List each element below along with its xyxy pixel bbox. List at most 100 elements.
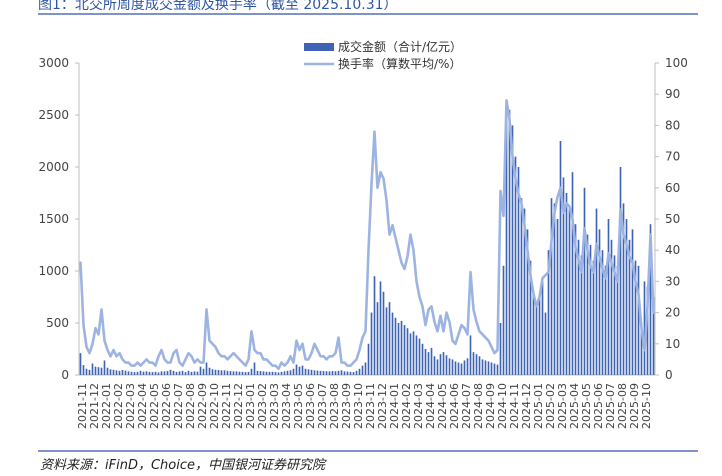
bar-amount — [634, 260, 637, 375]
bar-amount — [160, 371, 163, 375]
bar-amount — [193, 371, 196, 375]
bar-amount — [115, 370, 118, 375]
bar-amount — [331, 371, 334, 375]
bar-amount — [328, 371, 331, 375]
bar-amount — [556, 219, 559, 375]
x-tick-label: 2023-12 — [376, 383, 389, 429]
bar-amount — [223, 370, 226, 375]
bar-amount — [418, 338, 421, 375]
bar-amount — [532, 291, 535, 375]
left-tick-label: 1000 — [38, 264, 69, 278]
bar-amount — [274, 372, 277, 375]
bar-amount — [268, 371, 271, 375]
bar-amount — [355, 370, 358, 375]
legend-label-turnover: 换手率（算数平均/%） — [338, 56, 461, 71]
bar-amount — [280, 371, 283, 375]
x-tick-label: 2022-03 — [124, 383, 137, 429]
bar-amount — [301, 365, 304, 375]
bar-amount — [574, 224, 577, 375]
bar-amount — [79, 353, 82, 375]
bar-amount — [199, 366, 202, 375]
legend-label-amount: 成交金额（合计/亿元） — [338, 39, 462, 54]
bar-amount — [424, 349, 427, 375]
x-tick-label: 2022-12 — [232, 383, 245, 429]
bar-amount — [472, 352, 475, 375]
x-tick-label: 2024-06 — [448, 383, 461, 429]
bar-amount — [568, 208, 571, 375]
bar-amount — [163, 371, 166, 375]
x-tick-label: 2023-02 — [256, 383, 269, 429]
bar-amount — [235, 371, 238, 375]
chart: 0 500 1000 1500 2000 2500 3000 0 10 20 30 40 50 60 70 8… — [38, 39, 687, 429]
bar-amount — [400, 320, 403, 375]
bar-amount — [577, 239, 580, 375]
bar-amount — [322, 371, 325, 375]
x-tick-label: 2024-04 — [424, 383, 437, 429]
bar-amount — [184, 372, 187, 375]
bar-amount — [121, 370, 124, 375]
bar-amount — [613, 255, 616, 375]
bar-amount — [220, 370, 223, 375]
bar-amount — [526, 229, 529, 375]
bar-amount — [202, 368, 205, 375]
bar-amount — [550, 198, 553, 375]
bar-amount — [373, 276, 376, 375]
bar-amount — [589, 245, 592, 375]
bar-amount — [238, 371, 241, 375]
right-tick-label: 10 — [665, 337, 680, 351]
bar-amount — [94, 366, 97, 375]
bar-amount — [541, 281, 544, 375]
x-tick-label: 2022-01 — [100, 383, 113, 429]
x-tick-label: 2022-05 — [148, 383, 161, 429]
right-tick-label: 30 — [665, 274, 680, 288]
x-tick-label: 2024-01 — [388, 383, 401, 429]
bar-amount — [361, 365, 364, 375]
bar-amount — [478, 356, 481, 375]
bar-amount — [208, 367, 211, 375]
bar-amount — [535, 302, 538, 375]
bar-amount — [241, 371, 244, 375]
left-tick-label: 0 — [61, 368, 69, 382]
x-tick-label: 2022-09 — [196, 383, 209, 429]
bar-amount — [640, 323, 643, 375]
bar-amount — [562, 177, 565, 375]
x-tick-label: 2023-11 — [364, 383, 377, 429]
left-tick-label: 3000 — [38, 56, 69, 70]
top-rule — [38, 13, 698, 15]
source-note: 资料来源：iFinD，Choice，中国银河证券研究院 — [40, 458, 325, 473]
bar-amount — [88, 369, 91, 375]
bar-amount — [298, 366, 301, 375]
right-tick-label: 0 — [665, 368, 673, 382]
bar-amount — [85, 368, 88, 375]
x-tick-label: 2023-08 — [328, 383, 341, 429]
bar-amount — [190, 371, 193, 375]
bar-amount — [619, 167, 622, 375]
line-layer — [79, 99, 655, 371]
bar-amount — [118, 370, 121, 375]
bars-layer — [79, 99, 655, 376]
bar-amount — [295, 364, 298, 375]
bar-amount — [271, 371, 274, 375]
bar-amount — [376, 302, 379, 375]
bar-amount — [604, 265, 607, 375]
bar-amount — [448, 358, 451, 375]
bar-amount — [340, 370, 343, 375]
x-tick-label: 2021-11 — [76, 383, 89, 429]
bar-amount — [244, 372, 247, 375]
bar-amount — [358, 368, 361, 375]
bar-amount — [457, 362, 460, 375]
bar-amount — [175, 371, 178, 375]
bar-amount — [310, 369, 313, 375]
x-tick-label: 2025-10 — [640, 383, 653, 429]
bar-amount — [502, 265, 505, 375]
bar-amount — [349, 371, 352, 375]
bar-amount — [409, 333, 412, 375]
bar-amount — [403, 325, 406, 375]
bar-amount — [451, 359, 454, 375]
x-tick-label: 2024-02 — [400, 383, 413, 429]
bar-amount — [265, 371, 268, 375]
right-tick-label: 60 — [665, 181, 680, 195]
bar-amount — [370, 312, 373, 375]
bar-amount — [592, 260, 595, 375]
